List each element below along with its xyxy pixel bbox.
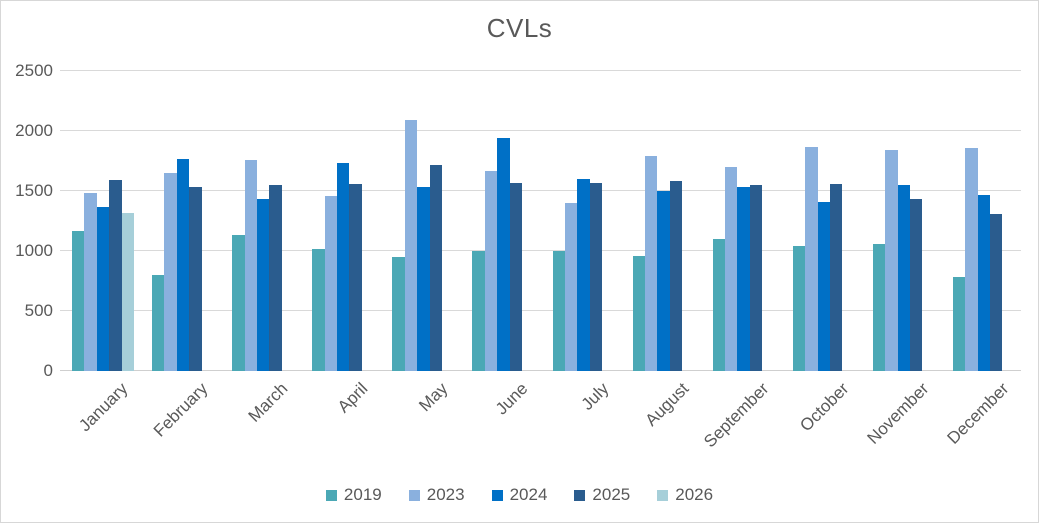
- bar-2024-february: [176, 158, 190, 371]
- bar-2023-december: [965, 147, 978, 371]
- bar-2019-november: [872, 243, 886, 371]
- bar-2019-july: [552, 251, 565, 371]
- bar-2025-july: [589, 182, 603, 371]
- bar-2019-january: [72, 230, 85, 371]
- y-axis-tick-label: 1500: [15, 181, 53, 200]
- bar-2023-april: [324, 195, 338, 371]
- gridline-y-500: [60, 310, 1021, 311]
- bar-2023-september: [725, 167, 738, 371]
- month-group-october: [781, 71, 861, 371]
- bar-2025-october: [829, 183, 843, 371]
- bar-2024-march: [256, 199, 270, 371]
- legend-swatch-2023: [408, 489, 420, 501]
- bar-2023-january: [84, 193, 97, 371]
- gridline-y-2000: [60, 130, 1021, 131]
- bar-2019-march: [232, 235, 245, 371]
- bar-2025-august: [669, 181, 683, 371]
- month-group-may: [380, 71, 460, 371]
- legend-label-2023: 2023: [426, 485, 465, 504]
- bar-2024-october: [817, 201, 830, 371]
- bar-2025-june: [509, 182, 522, 371]
- bar-2019-october: [792, 246, 806, 371]
- month-group-april: [300, 71, 380, 371]
- bar-2023-october: [805, 146, 818, 371]
- bar-2019-april: [312, 248, 325, 371]
- gridline-y-0: [60, 370, 1021, 371]
- bar-2023-november: [885, 150, 898, 371]
- legend-swatch-2025: [574, 489, 586, 501]
- bar-2024-november: [897, 185, 911, 371]
- month-group-september: [701, 71, 781, 371]
- legend-item-2023: 2023: [408, 485, 465, 505]
- legend-label-2025: 2025: [592, 485, 631, 504]
- bar-2024-april: [337, 163, 350, 371]
- bar-2024-december: [977, 194, 991, 371]
- bar-2023-march: [244, 159, 257, 371]
- legend-item-2025: 2025: [574, 485, 630, 505]
- y-axis-tick-label: 500: [24, 301, 53, 320]
- month-group-march: [220, 71, 300, 371]
- month-group-december: [941, 71, 1021, 371]
- bar-2019-june: [472, 251, 485, 371]
- bar-2024-june: [497, 138, 510, 371]
- bar-2024-july: [577, 179, 590, 371]
- plot-area: [60, 70, 1021, 371]
- gridline-y-1000: [60, 250, 1021, 251]
- legend-label-2024: 2024: [509, 485, 548, 504]
- bar-2025-january: [109, 180, 122, 371]
- legend-item-2024: 2024: [491, 485, 548, 505]
- legend-label-2019: 2019: [343, 485, 382, 504]
- month-group-july: [541, 71, 621, 371]
- legend-label-2026: 2026: [675, 485, 714, 504]
- legend-swatch-2024: [491, 489, 503, 501]
- bar-2019-september: [712, 239, 726, 371]
- legend-item-2019: 2019: [325, 485, 382, 505]
- month-group-june: [460, 71, 540, 371]
- legend-swatch-2019: [325, 489, 337, 501]
- y-axis-tick-label: 2500: [15, 61, 53, 80]
- month-group-august: [621, 71, 701, 371]
- bar-2026-january: [121, 212, 134, 371]
- legend-swatch-2026: [657, 489, 669, 501]
- y-axis-tick-label: 1000: [15, 241, 53, 260]
- bar-2024-september: [737, 187, 750, 371]
- bar-2023-may: [404, 120, 418, 371]
- chart-title: CVLs: [486, 13, 553, 43]
- gridline-y-1500: [60, 190, 1021, 191]
- bar-2025-february: [189, 187, 202, 371]
- bar-2023-june: [484, 170, 498, 371]
- bar-2024-january: [96, 206, 110, 371]
- bar-2023-august: [644, 156, 658, 371]
- bar-2025-april: [349, 183, 362, 371]
- bar-2019-december: [952, 277, 966, 371]
- month-group-february: [140, 71, 220, 371]
- gridline-y-2500: [60, 70, 1021, 71]
- y-axis-tick-label: 0: [43, 361, 53, 380]
- y-axis-tick-label: 2000: [15, 121, 53, 140]
- bar-2023-february: [164, 173, 177, 371]
- bar-2019-august: [632, 255, 645, 371]
- bar-2025-september: [749, 185, 763, 371]
- legend-item-2026: 2026: [657, 485, 713, 505]
- bar-2024-may: [417, 187, 430, 371]
- bar-2024-august: [657, 191, 670, 371]
- bar-2025-december: [990, 213, 1003, 371]
- chart-legend: 2019 2023 2024 2025 2026: [1, 485, 1038, 505]
- month-group-january: [60, 71, 140, 371]
- bar-2025-may: [429, 164, 442, 371]
- bar-2025-march: [269, 185, 282, 371]
- bar-2023-july: [564, 203, 578, 371]
- bar-2019-may: [392, 257, 405, 371]
- bar-2019-february: [152, 275, 165, 371]
- bar-2025-november: [910, 199, 923, 371]
- month-group-november: [861, 71, 941, 371]
